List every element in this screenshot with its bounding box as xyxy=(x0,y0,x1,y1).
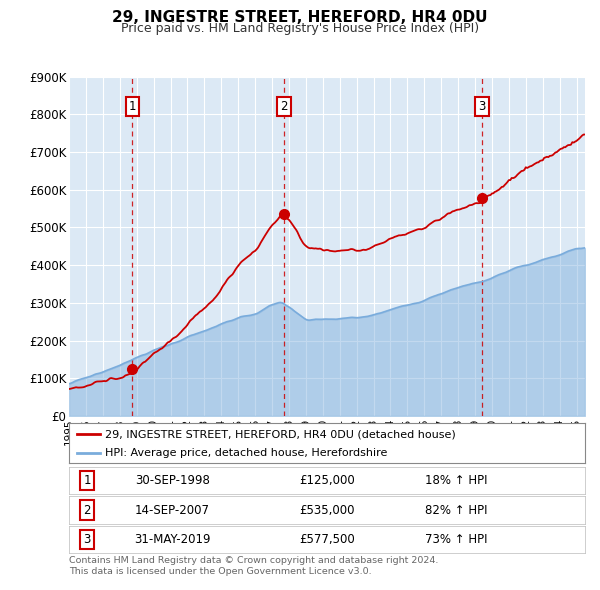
Text: 73% ↑ HPI: 73% ↑ HPI xyxy=(425,533,487,546)
Text: 3: 3 xyxy=(478,100,486,113)
Text: 30-SEP-1998: 30-SEP-1998 xyxy=(135,474,209,487)
Text: 1: 1 xyxy=(83,474,91,487)
Text: 2: 2 xyxy=(280,100,287,113)
Text: Price paid vs. HM Land Registry's House Price Index (HPI): Price paid vs. HM Land Registry's House … xyxy=(121,22,479,35)
Text: 2: 2 xyxy=(83,503,91,517)
Text: 29, INGESTRE STREET, HEREFORD, HR4 0DU: 29, INGESTRE STREET, HEREFORD, HR4 0DU xyxy=(112,10,488,25)
Text: 1: 1 xyxy=(128,100,136,113)
Text: HPI: Average price, detached house, Herefordshire: HPI: Average price, detached house, Here… xyxy=(105,448,388,458)
Text: 18% ↑ HPI: 18% ↑ HPI xyxy=(425,474,487,487)
Text: £535,000: £535,000 xyxy=(299,503,355,517)
Text: 29, INGESTRE STREET, HEREFORD, HR4 0DU (detached house): 29, INGESTRE STREET, HEREFORD, HR4 0DU (… xyxy=(105,430,456,440)
Text: £577,500: £577,500 xyxy=(299,533,355,546)
Text: 3: 3 xyxy=(83,533,91,546)
Text: 82% ↑ HPI: 82% ↑ HPI xyxy=(425,503,487,517)
Text: £125,000: £125,000 xyxy=(299,474,355,487)
Text: Contains HM Land Registry data © Crown copyright and database right 2024.
This d: Contains HM Land Registry data © Crown c… xyxy=(69,556,439,576)
Text: 14-SEP-2007: 14-SEP-2007 xyxy=(134,503,210,517)
Text: 31-MAY-2019: 31-MAY-2019 xyxy=(134,533,211,546)
